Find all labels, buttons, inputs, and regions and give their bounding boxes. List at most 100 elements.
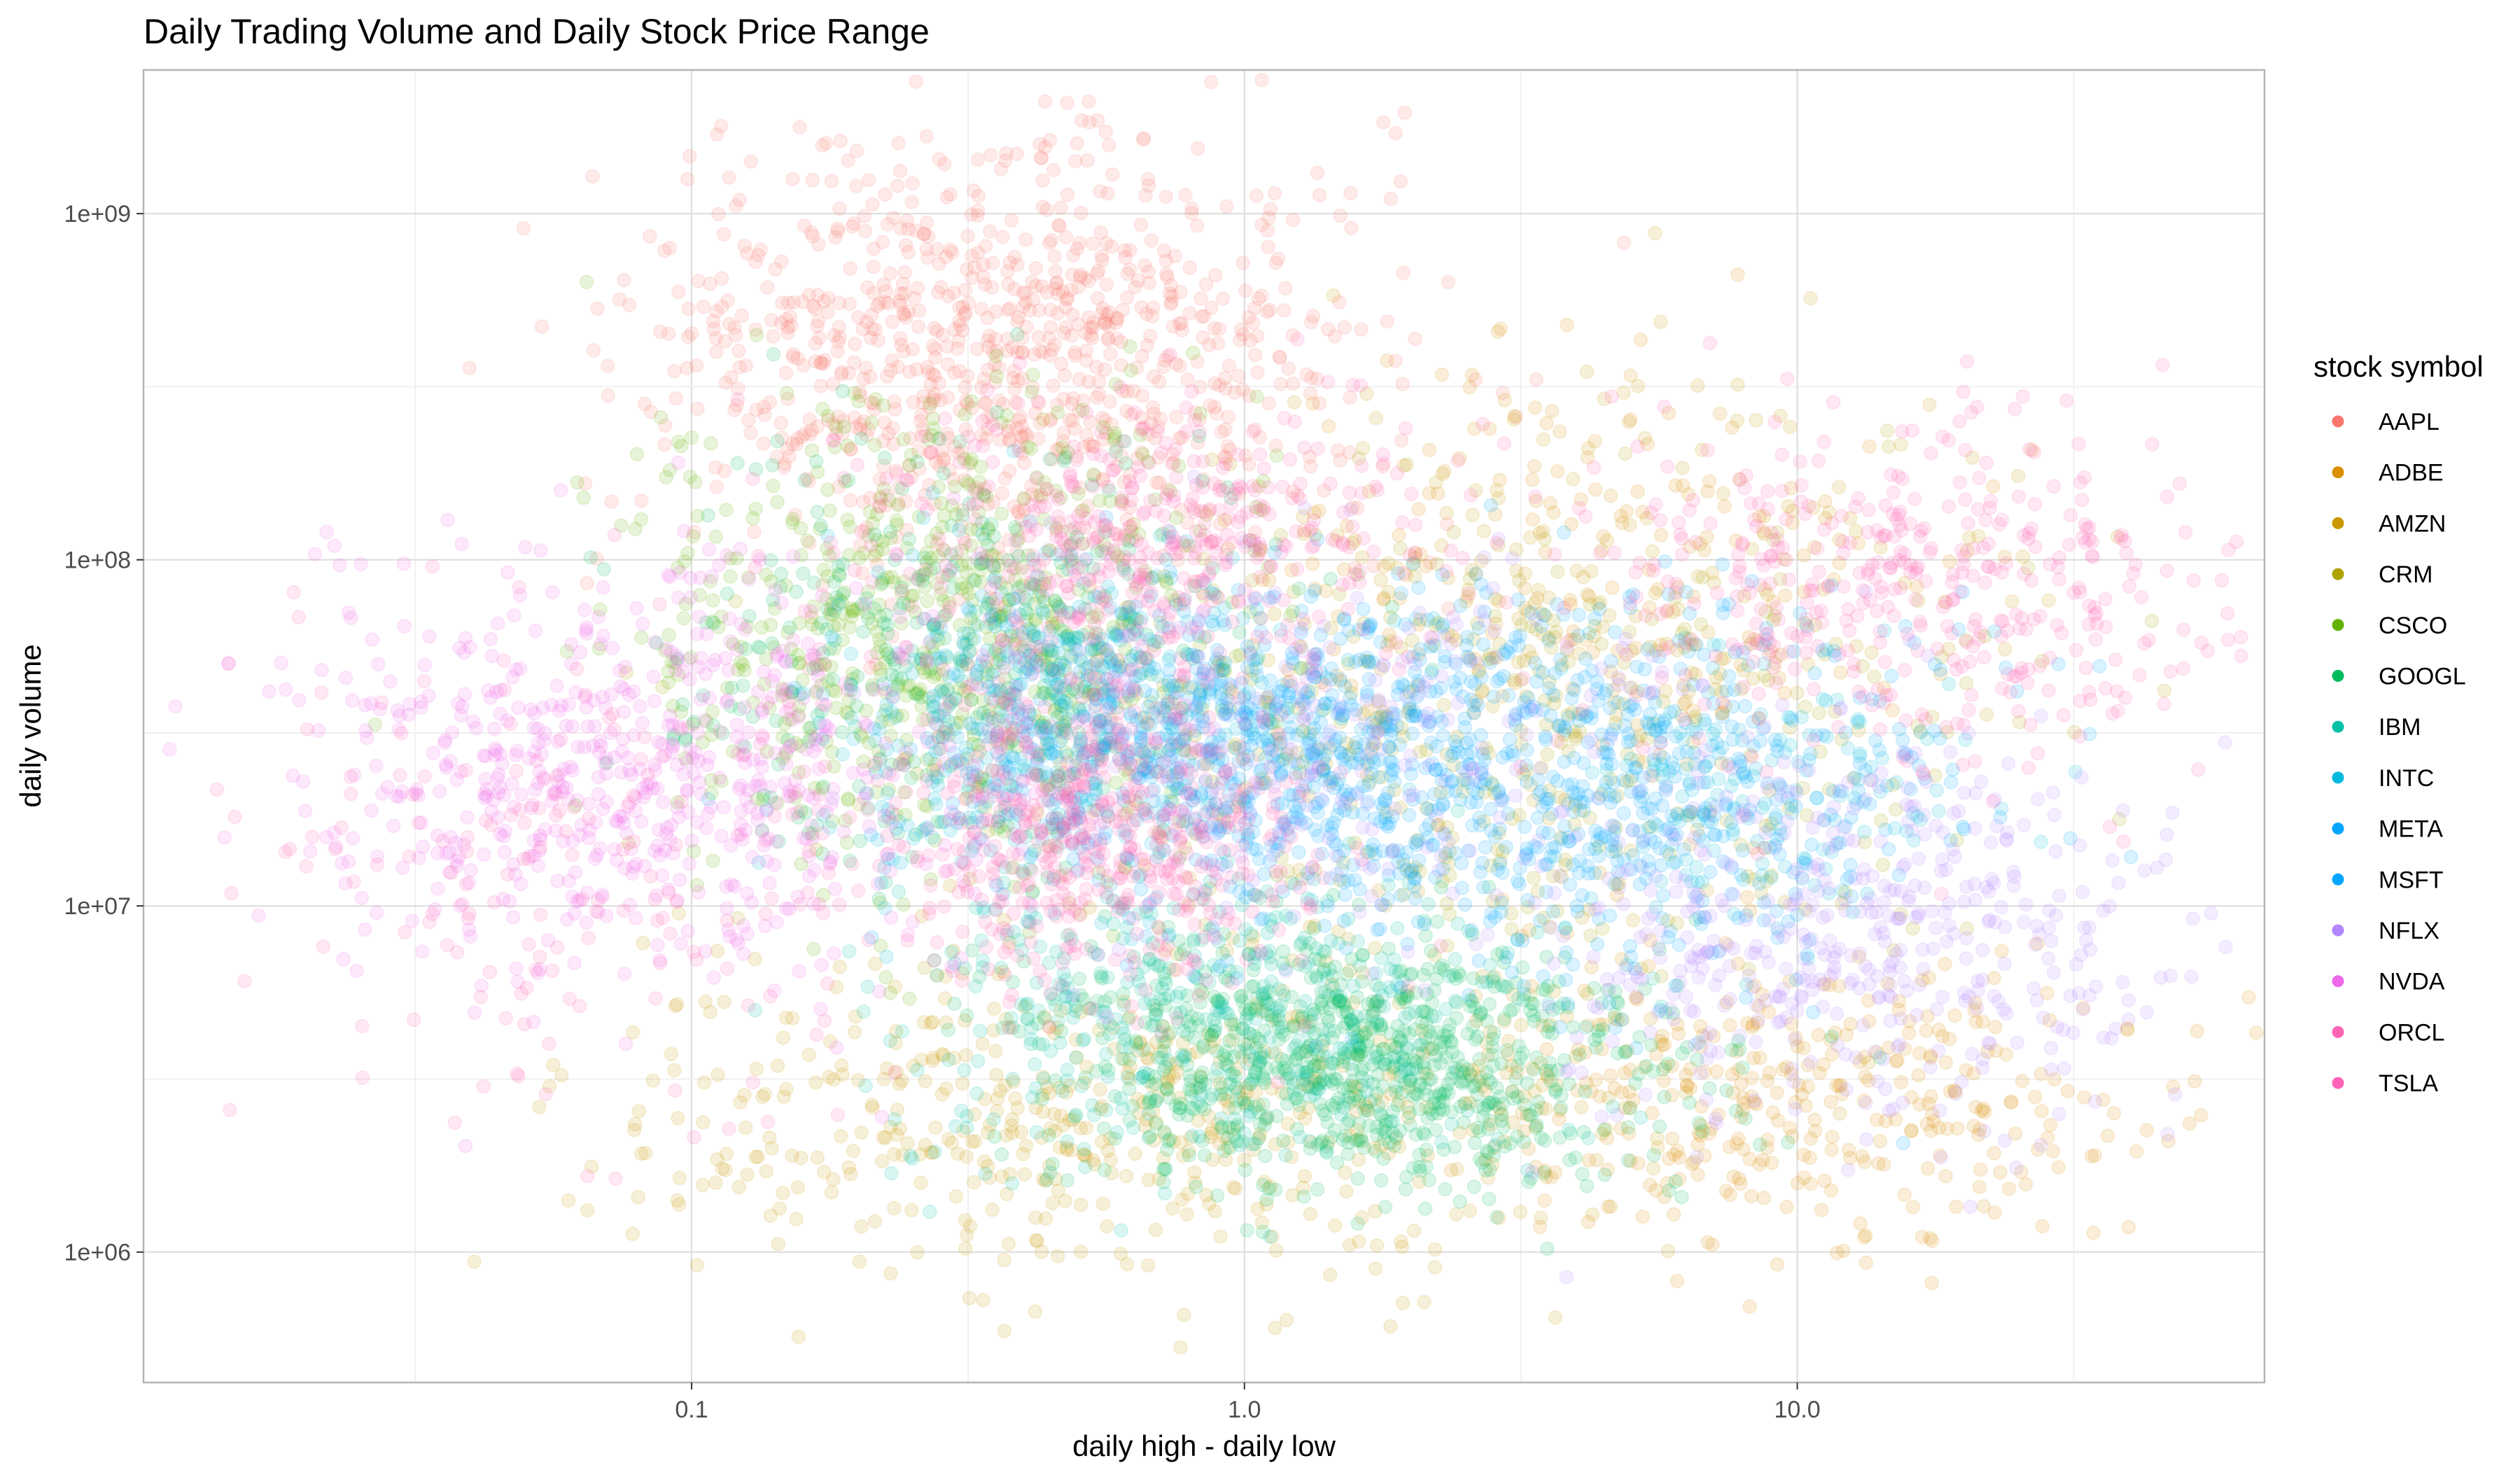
point-aapl: [984, 407, 1000, 423]
point-aapl: [1344, 220, 1359, 236]
point-googl: [1060, 1172, 1075, 1188]
point-googl: [1780, 1135, 1795, 1150]
point-adbe: [2087, 1148, 2103, 1163]
point-ibm: [1444, 1116, 1459, 1132]
point-aapl: [866, 286, 881, 301]
point-aapl: [960, 228, 975, 244]
point-csco: [576, 490, 592, 505]
point-aapl: [1138, 188, 1153, 203]
point-amzn: [810, 1150, 825, 1166]
point-aapl: [940, 390, 955, 405]
point-aapl: [965, 248, 979, 263]
point-amzn: [959, 1227, 974, 1242]
point-amzn: [1028, 1210, 1043, 1225]
point-googl: [1403, 1118, 1418, 1133]
point-csco: [841, 792, 855, 808]
point-amzn: [1322, 1268, 1338, 1282]
point-aapl: [696, 299, 711, 314]
point-aapl: [1408, 331, 1423, 346]
point-aapl: [1010, 314, 1026, 329]
point-googl: [1572, 1047, 1587, 1062]
point-amzn: [1004, 1112, 1020, 1127]
point-amzn: [775, 1185, 790, 1200]
point-ibm: [1004, 1176, 1020, 1191]
point-aapl: [1218, 422, 1233, 438]
point-aapl: [891, 480, 906, 495]
point-adbe: [2129, 1144, 2144, 1159]
point-aapl: [1054, 356, 1069, 372]
point-adbe: [1924, 1275, 1940, 1291]
point-adbe: [1872, 1134, 1888, 1149]
point-aapl: [713, 118, 729, 134]
point-aapl: [706, 314, 721, 329]
point-adbe: [2043, 1117, 2058, 1133]
point-adbe: [1717, 498, 1732, 514]
point-amzn: [1427, 1242, 1443, 1257]
point-aapl: [961, 295, 976, 311]
point-aapl: [671, 284, 686, 300]
point-amzn: [1018, 1138, 1034, 1154]
point-ibm: [1272, 1004, 1287, 1018]
point-amzn: [1782, 419, 1798, 435]
point-aapl: [1191, 141, 1205, 156]
point-amzn: [975, 1037, 990, 1051]
point-ibm: [1116, 1026, 1131, 1041]
point-ibm: [1434, 1135, 1449, 1150]
point-amzn: [1141, 1258, 1156, 1273]
point-ibm: [1241, 1026, 1256, 1041]
point-aapl: [709, 479, 724, 494]
point-amzn: [1326, 288, 1341, 303]
point-adbe: [2187, 1074, 2202, 1089]
point-aapl: [1397, 105, 1413, 120]
point-aapl: [1194, 309, 1210, 324]
point-amzn: [941, 1131, 956, 1147]
point-amzn: [770, 1058, 785, 1074]
point-amzn: [1548, 1310, 1563, 1325]
point-aapl: [906, 290, 922, 306]
point-ibm: [1342, 1056, 1357, 1071]
point-ibm: [978, 1166, 993, 1182]
point-aapl: [893, 298, 908, 313]
point-aapl: [932, 151, 947, 167]
point-aapl: [805, 172, 820, 188]
point-aapl: [1100, 186, 1115, 201]
point-aapl: [885, 314, 900, 330]
point-aapl: [1004, 340, 1020, 355]
point-adbe: [2027, 1089, 2043, 1105]
point-aapl: [617, 272, 631, 288]
point-aapl: [1310, 165, 1325, 181]
point-aapl: [1032, 302, 1047, 318]
point-aapl: [1172, 316, 1187, 331]
point-aapl: [780, 326, 795, 341]
point-aapl: [667, 363, 682, 379]
point-adbe: [2015, 1073, 2030, 1088]
point-amzn: [1338, 1184, 1354, 1199]
point-ibm: [972, 1023, 988, 1039]
point-ibm: [1308, 941, 1324, 956]
point-ibm: [1334, 1107, 1349, 1122]
point-ibm: [1442, 969, 1457, 984]
point-aapl: [1089, 390, 1105, 405]
point-amzn: [1017, 1167, 1032, 1182]
point-aapl: [911, 303, 927, 318]
point-ibm: [858, 1078, 874, 1093]
point-adbe: [1987, 1205, 2003, 1220]
point-adbe: [1700, 1235, 1716, 1250]
point-adbe: [1740, 890, 1755, 905]
point-adbe: [1653, 528, 1669, 542]
point-aapl: [902, 364, 917, 379]
point-googl: [1182, 1147, 1197, 1163]
point-googl: [1628, 1076, 1643, 1091]
point-aapl: [778, 365, 794, 381]
point-adbe: [2248, 1026, 2264, 1040]
point-adbe: [1897, 1187, 1912, 1203]
point-aapl: [1441, 274, 1456, 290]
point-aapl: [724, 370, 738, 385]
point-amzn: [1028, 1304, 1043, 1319]
point-adbe: [2121, 1219, 2136, 1235]
point-aapl: [1098, 124, 1114, 139]
point-amzn: [1513, 1205, 1528, 1219]
point-aapl: [971, 188, 986, 204]
point-ibm: [1239, 1042, 1254, 1056]
